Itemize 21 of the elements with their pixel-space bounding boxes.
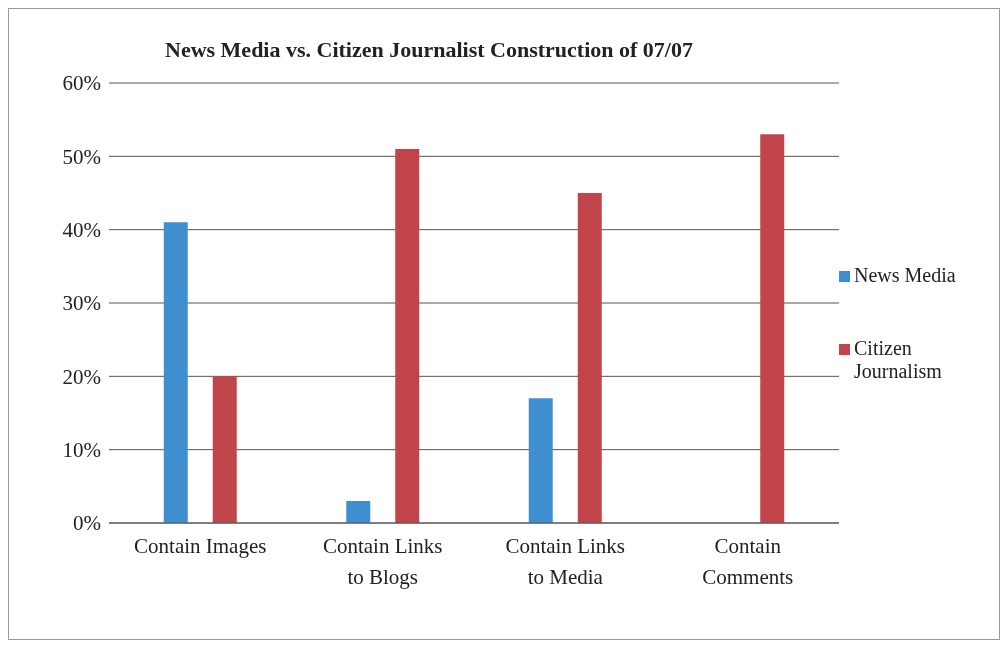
chart-title: News Media vs. Citizen Journalist Construction of 07/07: [164, 36, 694, 63]
x-tick-label: Contain Comments: [702, 534, 794, 589]
legend-label: Citizen Journalism: [854, 336, 943, 383]
y-tick-label: 30%: [62, 291, 101, 316]
bar: [760, 134, 785, 523]
y-tick-label: 10%: [62, 438, 101, 463]
x-tick-label: Contain Links to Media: [505, 534, 626, 589]
bar: [212, 376, 237, 523]
bar: [163, 222, 188, 523]
y-tick-label: 20%: [62, 364, 101, 389]
x-tick-label: Contain Links to Blogs: [322, 534, 443, 589]
bar: [346, 501, 371, 523]
legend-label: News Media: [854, 263, 956, 287]
x-tick-label: Contain Images: [134, 534, 267, 558]
bar: [395, 149, 420, 523]
y-tick-label: 60%: [62, 71, 101, 96]
y-tick-label: 50%: [62, 144, 101, 169]
bar: [528, 398, 553, 523]
y-tick-label: 40%: [62, 218, 101, 243]
y-tick-label: 0%: [73, 511, 101, 536]
bar: [577, 193, 602, 523]
